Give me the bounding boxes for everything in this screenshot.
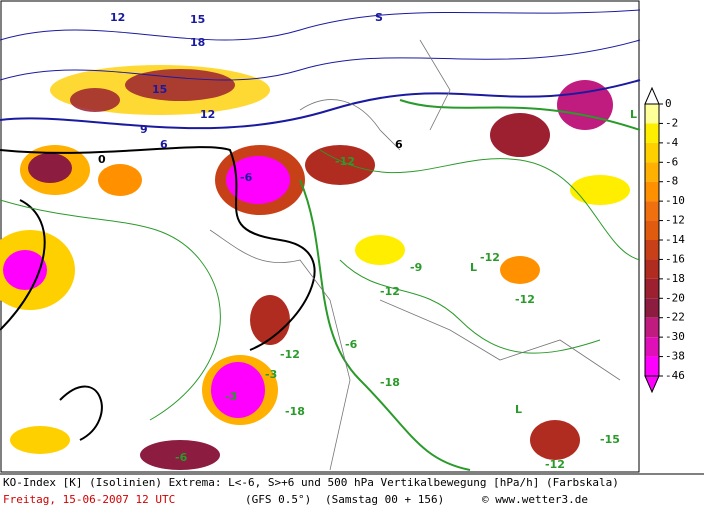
map-label: S [375, 11, 383, 24]
footer-credit: © www.wetter3.de [482, 493, 588, 506]
map-label: -6 [345, 338, 358, 351]
scale-swatch [645, 278, 659, 299]
scale-label: -46 [665, 369, 685, 382]
precip-blobs [0, 65, 630, 470]
scale-label: -22 [665, 311, 685, 324]
scale-swatch [645, 240, 659, 260]
scale-label: -16 [665, 252, 685, 265]
map-label: L [630, 108, 637, 121]
map-label: -18 [285, 405, 305, 418]
map-label: -6 [240, 171, 253, 184]
scale-swatch [645, 104, 659, 124]
map-label: L [470, 261, 477, 274]
scale-label: -30 [665, 330, 685, 343]
scale-swatch [645, 123, 659, 143]
scale-swatch [645, 220, 659, 240]
map-label: -12 [480, 251, 500, 264]
footer-date: Freitag, 15-06-2007 12 UTC [3, 493, 175, 506]
footer-run: (Samstag 00 + 156) [325, 493, 444, 506]
map-label: -3 [265, 368, 277, 381]
map-label: -3 [225, 390, 237, 403]
scale-swatch [645, 142, 659, 163]
scale-swatch [645, 259, 659, 279]
map-label: -12 [545, 458, 565, 471]
scale-label: -8 [665, 175, 678, 188]
scale-label: -14 [665, 233, 685, 246]
map: 12 15 18 15 12 9 6 0 S -6 6 -12 L -12 -9… [0, 0, 641, 473]
map-label: 15 [190, 13, 205, 26]
map-label: 12 [200, 108, 215, 121]
footer-line1: KO-Index [K] (Isolinien) Extrema: L<-6, … [3, 476, 619, 489]
scale-label: -4 [665, 136, 679, 149]
map-label: 6 [160, 138, 168, 151]
scale-swatch [645, 162, 659, 182]
map-label: -12 [280, 348, 300, 361]
map-label: -18 [380, 376, 400, 389]
map-labels: 12 15 18 15 12 9 6 0 S -6 6 -12 L -12 -9… [98, 11, 637, 471]
map-label: -6 [175, 451, 188, 464]
scale-label: -10 [665, 194, 685, 207]
map-label: L [515, 403, 522, 416]
map-label: -12 [380, 285, 400, 298]
coastlines [209, 39, 621, 471]
footer-model: (GFS 0.5°) [245, 493, 311, 506]
scale-label: -20 [665, 291, 685, 304]
scale-label: -38 [665, 350, 685, 363]
map-label: 9 [140, 123, 148, 136]
scale-label: 0 [665, 97, 672, 110]
map-label: -12 [515, 293, 535, 306]
color-scale: 0 -2 -4 -6 -8 -10 -12 -14 -16 -18 -20 -22 -30 -38 -46 [644, 86, 685, 394]
scale-swatch [645, 337, 659, 357]
scale-swatch [645, 201, 659, 221]
scale-label: -18 [665, 272, 685, 285]
map-label: -12 [335, 155, 355, 168]
scale-label: -2 [665, 116, 678, 129]
map-label: 0 [98, 153, 106, 166]
scale-swatch [645, 298, 659, 318]
map-label: 18 [190, 36, 205, 49]
map-label: 6 [395, 138, 403, 151]
map-label: -9 [410, 261, 422, 274]
scale-label: -6 [665, 155, 678, 168]
map-label: 15 [152, 83, 167, 96]
scale-swatch [645, 356, 659, 376]
scale-swatch [645, 181, 659, 202]
map-label: 12 [110, 11, 125, 24]
scale-swatch [645, 317, 659, 338]
contours [0, 9, 641, 471]
scale-label: -12 [665, 214, 685, 227]
map-label: -15 [600, 433, 620, 446]
